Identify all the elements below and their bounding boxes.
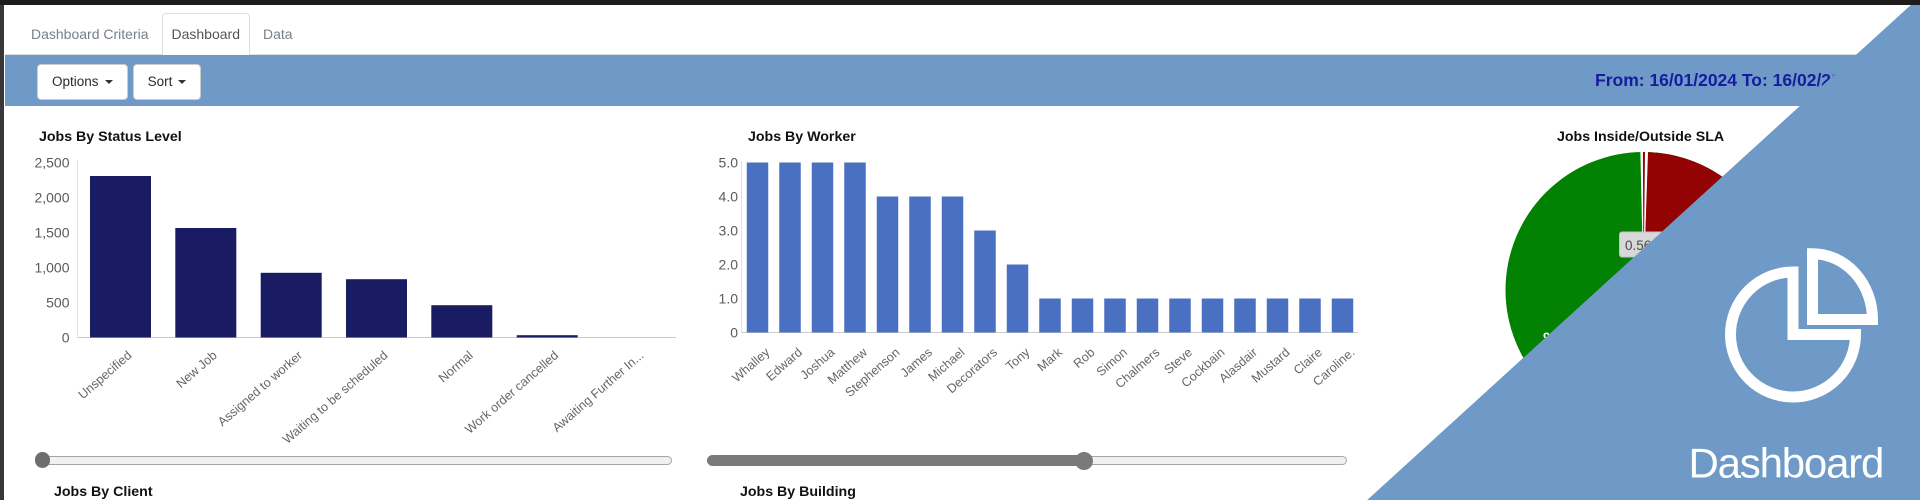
svg-text:500: 500 [46,295,70,311]
svg-text:1,000: 1,000 [34,260,69,276]
svg-text:2.0: 2.0 [719,257,739,273]
svg-text:4.0: 4.0 [719,189,739,205]
svg-text:1.0: 1.0 [719,291,739,307]
svg-text:3.0: 3.0 [719,223,739,239]
svg-text:Dashboard: Dashboard [1689,440,1884,487]
svg-text:5.0: 5.0 [719,155,739,171]
svg-text:Jobs By Status Level: Jobs By Status Level [39,129,182,145]
svg-text:1,500: 1,500 [34,225,69,241]
svg-text:Jobs Inside/Outside SLA: Jobs Inside/Outside SLA [1557,129,1724,145]
svg-text:Jobs By Worker: Jobs By Worker [748,129,856,145]
svg-text:2,000: 2,000 [34,190,69,206]
svg-text:0: 0 [62,330,70,346]
svg-text:2,500: 2,500 [34,155,69,171]
svg-text:0: 0 [730,325,738,341]
